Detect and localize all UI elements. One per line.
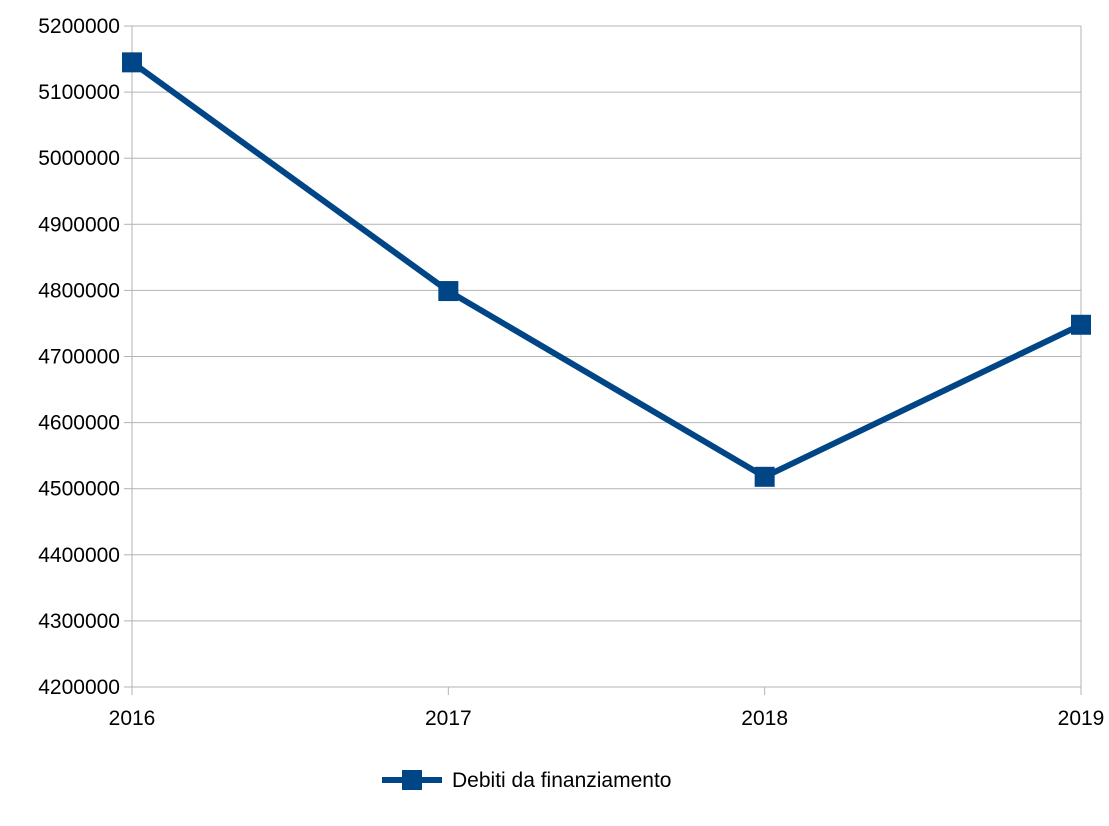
y-tick-label: 5200000 <box>38 15 120 38</box>
data-point-marker <box>122 52 142 73</box>
series-layer <box>122 52 1091 487</box>
y-tick-label: 4900000 <box>38 213 120 236</box>
y-tick-label: 4700000 <box>38 346 120 369</box>
axis-layer: 4200000 4300000 4400000 4500000 4600000 47000… <box>38 15 1104 730</box>
x-tick-label: 2018 <box>741 707 788 730</box>
y-tick-label: 5100000 <box>38 81 120 104</box>
x-tick-label: 2017 <box>425 707 472 730</box>
legend: Debiti da finanziamento <box>382 769 671 792</box>
y-tick-label: 4600000 <box>38 412 120 435</box>
y-tick-label: 4500000 <box>38 478 120 501</box>
series-line <box>130 59 1083 480</box>
y-tick-label: 4200000 <box>38 676 120 699</box>
x-tick-label: 2019 <box>1058 707 1105 730</box>
data-point-marker <box>754 466 775 487</box>
data-point-marker <box>1071 314 1091 335</box>
grid-layer <box>132 25 1081 688</box>
y-tick-label: 4300000 <box>38 610 120 633</box>
y-tick-label: 4800000 <box>38 279 120 302</box>
data-point-marker <box>438 281 459 302</box>
legend-marker-swatch <box>402 770 422 790</box>
y-tick-label: 4400000 <box>38 544 120 567</box>
x-tick-label: 2016 <box>109 707 156 730</box>
legend-label: Debiti da finanziamento <box>452 769 671 792</box>
y-tick-label: 5000000 <box>38 147 120 170</box>
